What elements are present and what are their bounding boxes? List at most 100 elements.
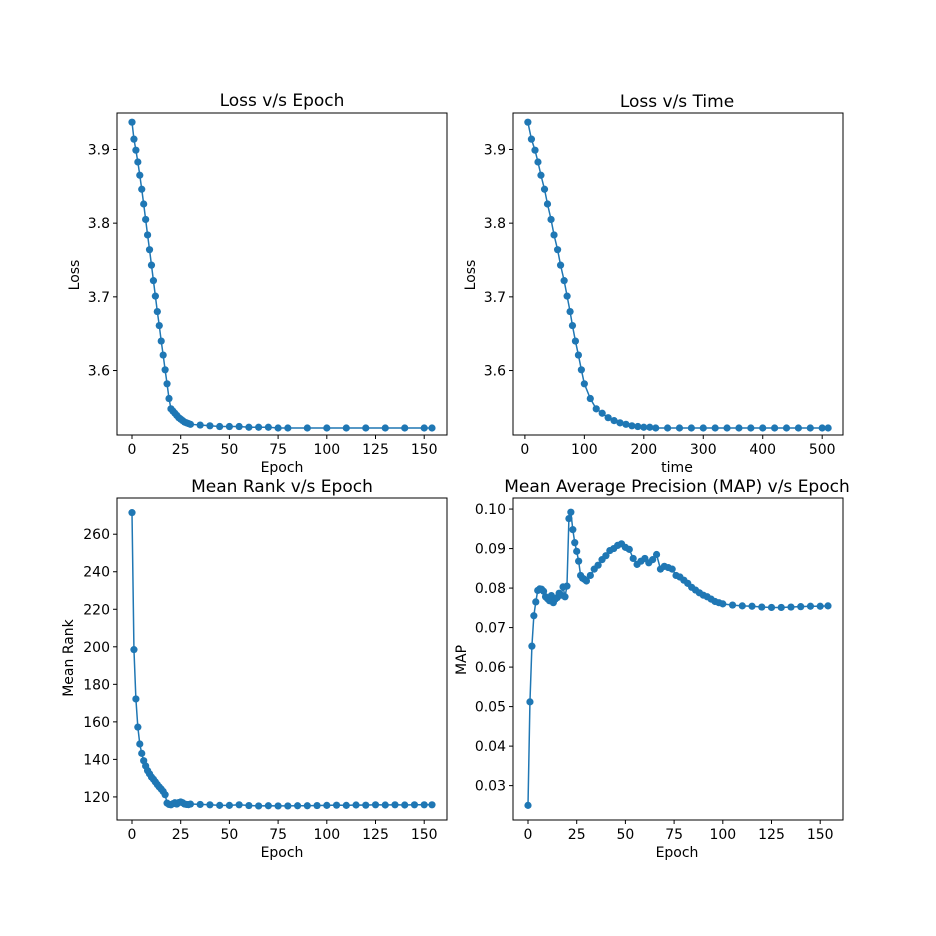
data-point bbox=[381, 424, 389, 432]
x-tick-label: 0 bbox=[128, 827, 137, 843]
data-point bbox=[186, 420, 195, 428]
data-point bbox=[675, 424, 684, 432]
data-point bbox=[818, 424, 826, 432]
y-tick-label: 0.10 bbox=[475, 502, 506, 518]
data-point bbox=[313, 801, 321, 810]
plot-frame bbox=[116, 112, 448, 436]
data-point bbox=[161, 791, 169, 799]
y-tick-label: 0.03 bbox=[475, 779, 506, 795]
data-point bbox=[293, 802, 302, 810]
data-point bbox=[143, 231, 152, 239]
data-point bbox=[794, 424, 803, 432]
data-point bbox=[284, 424, 292, 432]
data-point bbox=[342, 801, 350, 809]
data-point bbox=[571, 539, 579, 547]
data-point bbox=[132, 146, 140, 154]
data-point bbox=[136, 740, 144, 748]
data-point bbox=[196, 800, 204, 809]
data-point bbox=[130, 135, 138, 143]
data-point bbox=[142, 215, 150, 224]
data-point bbox=[524, 118, 532, 126]
data-point bbox=[663, 424, 672, 432]
data-point bbox=[530, 612, 538, 620]
y-tick-label: 3.7 bbox=[88, 290, 110, 306]
y-axis-label: MAP bbox=[454, 645, 470, 675]
y-axis-label: Mean Rank bbox=[61, 618, 77, 696]
y-axis-label: Loss bbox=[463, 260, 479, 291]
data-point bbox=[577, 366, 585, 374]
data-point bbox=[668, 565, 676, 573]
data-point bbox=[274, 802, 282, 810]
y-tick-label: 3.7 bbox=[484, 290, 506, 306]
data-point bbox=[582, 577, 591, 585]
x-tick-label: 75 bbox=[269, 442, 287, 458]
x-axis: 0 25 50 75 100 125 150 bbox=[128, 820, 438, 843]
data-point bbox=[719, 600, 727, 608]
y-axis: 3.6 3.7 3.8 3.9 bbox=[88, 142, 117, 380]
data-point bbox=[303, 424, 311, 432]
data-point bbox=[649, 556, 657, 564]
x-tick-label: 75 bbox=[665, 827, 683, 843]
data-point bbox=[565, 514, 573, 523]
data-point bbox=[782, 424, 791, 432]
data-point bbox=[128, 509, 136, 517]
data-point bbox=[151, 292, 159, 300]
plot-frame bbox=[116, 497, 448, 821]
y-tick-label: 160 bbox=[83, 715, 110, 731]
x-tick-label: 150 bbox=[411, 442, 438, 458]
data-point bbox=[604, 414, 612, 422]
subplot-loss-vs-time: Loss v/s Time time Loss 0 100 200 300 400 500… bbox=[463, 92, 844, 476]
data-point bbox=[824, 602, 832, 610]
x-tick-label: 75 bbox=[269, 827, 287, 843]
x-tick-label: 0 bbox=[128, 442, 137, 458]
data-point bbox=[284, 802, 292, 810]
y-tick-label: 140 bbox=[83, 752, 110, 768]
data-point bbox=[138, 185, 146, 193]
plot-series bbox=[524, 118, 832, 432]
plot-frame bbox=[512, 112, 844, 436]
data-point bbox=[747, 424, 755, 432]
y-tick-label: 0.09 bbox=[475, 542, 506, 558]
data-point bbox=[163, 380, 171, 388]
data-point bbox=[625, 545, 633, 553]
plot-frame bbox=[512, 497, 844, 821]
x-tick-label: 50 bbox=[616, 827, 634, 843]
y-tick-label: 0.07 bbox=[475, 621, 506, 637]
data-point bbox=[652, 424, 660, 432]
data-point bbox=[616, 419, 624, 427]
data-point bbox=[532, 598, 540, 606]
y-tick-label: 180 bbox=[83, 677, 110, 693]
data-point bbox=[699, 424, 707, 432]
data-point bbox=[303, 802, 311, 810]
data-point bbox=[550, 231, 558, 239]
data-point bbox=[640, 423, 648, 431]
subplot-map-vs-epoch: Mean Average Precision (MAP) v/s Epoch E… bbox=[454, 477, 850, 861]
x-tick-label: 0 bbox=[524, 827, 533, 843]
data-point bbox=[225, 422, 233, 431]
data-point bbox=[728, 601, 737, 609]
data-point bbox=[186, 800, 195, 808]
chart-title: Mean Rank v/s Epoch bbox=[191, 477, 373, 497]
data-point bbox=[323, 801, 331, 809]
data-point bbox=[723, 424, 731, 432]
data-point bbox=[524, 801, 532, 809]
data-point bbox=[391, 801, 399, 809]
data-point bbox=[687, 424, 695, 432]
data-point bbox=[652, 550, 661, 559]
data-point bbox=[161, 366, 169, 374]
x-tick-label: 200 bbox=[630, 442, 657, 458]
data-point bbox=[806, 602, 815, 610]
y-tick-label: 0.08 bbox=[475, 581, 506, 597]
data-point bbox=[130, 646, 138, 654]
data-point bbox=[563, 292, 571, 300]
x-tick-label: 125 bbox=[362, 827, 389, 843]
plot-series bbox=[128, 118, 436, 432]
plot-series bbox=[524, 508, 832, 809]
chart-title: Mean Average Precision (MAP) v/s Epoch bbox=[504, 477, 850, 497]
data-point bbox=[580, 380, 588, 388]
data-point bbox=[342, 424, 350, 432]
y-tick-label: 0.05 bbox=[475, 700, 506, 716]
data-point bbox=[323, 424, 331, 432]
